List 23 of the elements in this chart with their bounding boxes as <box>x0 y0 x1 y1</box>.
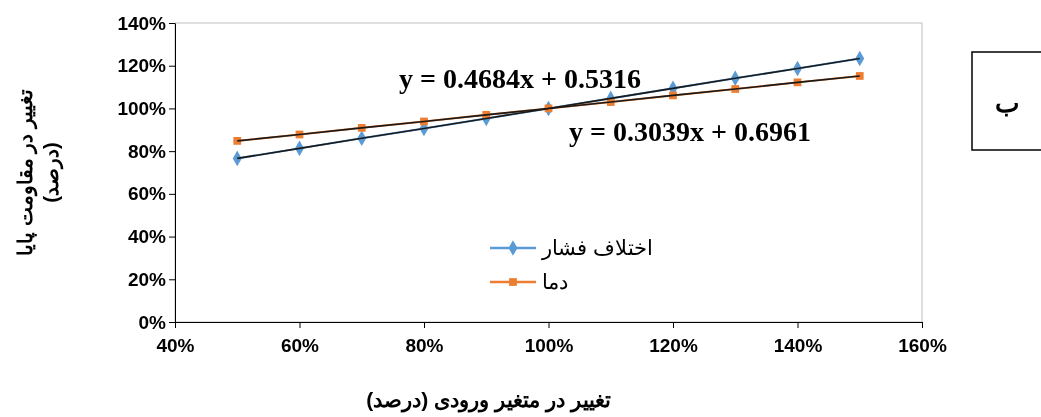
y-axis-title: تغییر در مقاومت پایا (درصد) <box>14 89 64 256</box>
x-tick-label: 120% <box>649 334 698 356</box>
y-tick-label: 80% <box>127 140 167 162</box>
y-tick-label: 0% <box>138 311 167 333</box>
text: ب <box>995 88 1019 118</box>
y-tick-label: 40% <box>127 226 167 248</box>
y-tick-label: 140% <box>117 12 167 34</box>
x-tick-label: 100% <box>524 334 574 356</box>
x-axis-title: تغییر در متغیر ورودی (درصد) <box>366 388 611 413</box>
point <box>233 137 242 145</box>
annotation: y = 0.4684x + 0.5316 <box>399 63 641 94</box>
y-tick-label: 100% <box>117 98 167 120</box>
x-tick-label: 60% <box>280 334 320 356</box>
y-tick-label: 120% <box>117 55 167 77</box>
x-tick-label: 140% <box>773 334 823 356</box>
x-tick-label: 80% <box>405 334 444 356</box>
annotation: y = 0.3039x + 0.6961 <box>569 116 811 147</box>
y-tick-label: 60% <box>127 183 167 205</box>
x-tick-label: 40% <box>156 334 195 356</box>
y-tick-label: 20% <box>127 268 167 290</box>
x-tick-label: 160% <box>898 334 947 356</box>
legend-label: دما <box>542 270 568 293</box>
legend-label: اختلاف فشار <box>541 236 653 261</box>
